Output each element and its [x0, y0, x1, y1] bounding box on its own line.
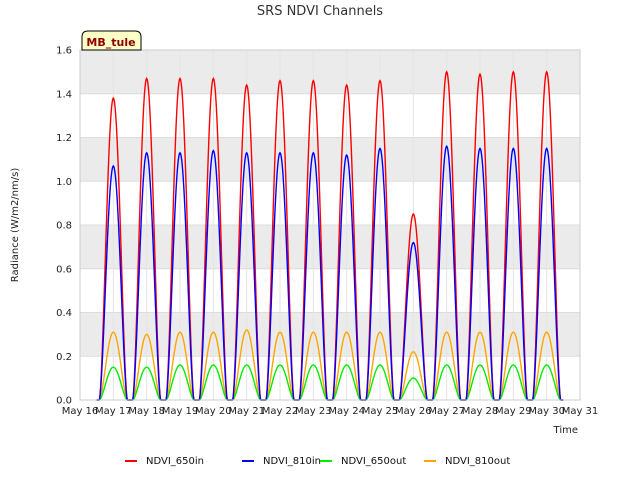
y-tick-label: 0.6	[56, 264, 72, 275]
legend-label: NDVI_810in	[263, 456, 321, 467]
y-tick-label: 1.2	[56, 133, 72, 144]
y-tick-label: 0.2	[56, 352, 72, 363]
site-label-box: MB_tule	[81, 30, 142, 51]
x-tick-label: May 18	[128, 406, 165, 417]
plot-background	[80, 50, 580, 400]
x-tick-label: May 26	[395, 406, 432, 417]
x-tick-label: May 22	[262, 406, 299, 417]
plot-band	[80, 312, 580, 357]
x-tick-label: May 16	[62, 406, 99, 417]
y-tick-label: 1.0	[56, 177, 72, 188]
x-axis-title: Time	[553, 425, 578, 436]
site-label: MB_tule	[86, 36, 135, 49]
plot-band	[80, 181, 580, 225]
x-tick-label: May 24	[328, 406, 365, 417]
legend-label: NDVI_810out	[445, 456, 510, 467]
y-tick-label: 0.0	[56, 396, 72, 407]
plot-band	[80, 93, 580, 138]
y-tick-label: 0.8	[56, 221, 72, 232]
x-tick-label: May 25	[362, 406, 399, 417]
y-axis-title: Radiance (W/m2/nm/s)	[10, 168, 21, 283]
legend-item: NDVI_650out	[320, 456, 406, 467]
plot-band	[80, 356, 580, 400]
plot-band	[80, 50, 580, 94]
y-tick-label: 1.4	[56, 89, 72, 100]
legend-item: NDVI_810in	[242, 456, 321, 467]
legend-label: NDVI_650in	[146, 456, 204, 467]
x-tick-label: May 20	[195, 406, 232, 417]
y-tick-label: 0.4	[56, 308, 72, 319]
legend-item: NDVI_650in	[125, 456, 204, 467]
y-axis-ticks: 0.0 0.2 0.4 0.6 0.8 1.0 1.2 1.4 1.6	[56, 46, 72, 407]
x-tick-label: May 19	[162, 406, 199, 417]
x-tick-label: May 31	[562, 406, 599, 417]
x-tick-label: May 27	[428, 406, 465, 417]
legend-item: NDVI_810out	[424, 456, 510, 467]
chart-title: SRS NDVI Channels	[257, 4, 383, 19]
plot-band	[80, 268, 580, 313]
plot-frame	[79, 49, 581, 401]
x-tick-label: May 29	[495, 406, 532, 417]
x-tick-label: May 30	[528, 406, 565, 417]
legend-label: NDVI_650out	[341, 456, 406, 467]
y-tick-label: 1.6	[56, 46, 72, 57]
x-tick-label: May 21	[228, 406, 265, 417]
x-tick-label: May 23	[295, 406, 332, 417]
plot-band	[80, 137, 580, 182]
x-tick-label: May 17	[95, 406, 132, 417]
legend: NDVI_650in NDVI_810in NDVI_650out NDVI_810o…	[125, 456, 510, 467]
x-tick-label: May 28	[462, 406, 499, 417]
plot-band	[80, 225, 580, 269]
